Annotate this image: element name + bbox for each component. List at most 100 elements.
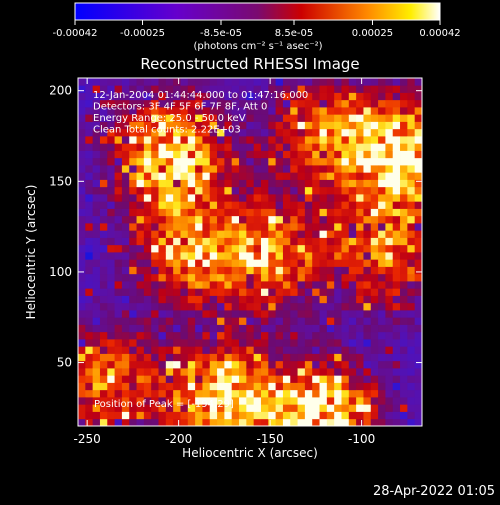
heatmap-cell xyxy=(290,273,298,282)
heatmap-cell xyxy=(290,404,298,412)
heatmap-cell xyxy=(224,107,233,115)
heatmap-cell xyxy=(407,288,416,296)
heatmap-cell xyxy=(195,397,203,405)
heatmap-cell xyxy=(202,360,211,369)
heatmap-cell xyxy=(334,244,342,253)
heatmap-cell xyxy=(239,157,247,166)
heatmap-cell xyxy=(121,259,130,267)
heatmap-cell xyxy=(392,92,401,101)
heatmap-cell xyxy=(158,353,167,362)
heatmap-cell xyxy=(275,397,284,405)
heatmap-cell xyxy=(107,208,115,217)
heatmap-cell xyxy=(246,382,255,391)
heatmap-cell xyxy=(363,281,372,289)
heatmap-cell xyxy=(209,302,218,311)
heatmap-cell xyxy=(297,78,306,86)
heatmap-cell xyxy=(414,150,422,159)
heatmap-cell xyxy=(173,281,181,289)
heatmap-cell xyxy=(143,346,152,354)
heatmap-cell xyxy=(151,237,159,246)
heatmap-cell xyxy=(407,397,416,405)
heatmap-cell xyxy=(180,237,189,246)
heatmap-cell xyxy=(78,331,86,340)
heatmap-cell xyxy=(341,317,350,325)
heatmap-cell xyxy=(173,215,181,224)
heatmap-cell xyxy=(370,266,379,275)
heatmap-cell xyxy=(275,266,284,275)
heatmap-cell xyxy=(173,382,181,391)
heatmap-cell xyxy=(246,107,255,115)
heatmap-cell xyxy=(165,418,174,426)
heatmap-cell xyxy=(282,317,291,325)
heatmap-cell xyxy=(407,157,416,166)
heatmap-cell xyxy=(341,331,350,340)
heatmap-cell xyxy=(129,230,137,238)
heatmap-cell xyxy=(151,244,159,253)
heatmap-cell xyxy=(260,266,269,275)
heatmap-cell xyxy=(85,194,94,202)
heatmap-cell xyxy=(297,99,306,108)
heatmap-cell xyxy=(356,201,364,209)
heatmap-cell xyxy=(282,397,291,405)
heatmap-cell xyxy=(217,295,225,304)
heatmap-cell xyxy=(312,244,320,253)
heatmap-cell xyxy=(275,259,284,267)
heatmap-cell xyxy=(370,172,379,180)
heatmap-cell xyxy=(202,353,211,362)
heatmap-cell xyxy=(290,143,298,151)
heatmap-cell xyxy=(246,172,255,180)
heatmap-cell xyxy=(114,339,123,347)
heatmap-cell xyxy=(400,157,408,166)
heatmap-cell xyxy=(209,194,218,202)
heatmap-cell xyxy=(114,295,123,304)
heatmap-cell xyxy=(180,107,189,115)
heatmap-cell xyxy=(275,404,284,412)
heatmap-cell xyxy=(99,418,108,426)
heatmap-cell xyxy=(158,165,167,173)
heatmap-cell xyxy=(400,288,408,296)
heatmap-cell xyxy=(370,310,379,318)
heatmap-cell xyxy=(121,78,130,86)
heatmap-cell xyxy=(202,143,211,151)
heatmap-cell xyxy=(385,157,394,166)
heatmap-cell xyxy=(239,288,247,296)
heatmap-cell xyxy=(209,215,218,224)
heatmap-cell xyxy=(385,92,394,101)
heatmap-cell xyxy=(78,302,86,311)
heatmap-cell xyxy=(209,273,218,282)
heatmap-cell xyxy=(370,92,379,101)
heatmap-cell xyxy=(231,85,240,93)
heatmap-cell xyxy=(99,150,108,159)
heatmap-cell xyxy=(143,237,152,246)
heatmap-cell xyxy=(173,208,181,217)
heatmap-cell xyxy=(136,85,145,93)
heatmap-cell xyxy=(312,186,320,195)
heatmap-cell xyxy=(356,150,364,159)
heatmap-cell xyxy=(136,92,145,101)
heatmap-cell xyxy=(334,397,342,405)
heatmap-cell xyxy=(107,302,115,311)
heatmap-cell xyxy=(121,172,130,180)
heatmap-cell xyxy=(195,375,203,383)
heatmap-cell xyxy=(129,295,137,304)
heatmap-cell xyxy=(392,382,401,391)
heatmap-cell xyxy=(348,78,357,86)
heatmap-cell xyxy=(92,143,101,151)
heatmap-cell xyxy=(392,136,401,144)
heatmap-cell xyxy=(319,107,328,115)
heatmap-cell xyxy=(143,397,152,405)
heatmap-cell xyxy=(209,324,218,333)
heatmap-cell xyxy=(239,179,247,188)
heatmap-cell xyxy=(268,324,277,333)
heatmap-cell xyxy=(107,252,115,260)
heatmap-cell xyxy=(99,85,108,93)
heatmap-cell xyxy=(356,266,364,275)
heatmap-cell xyxy=(341,194,350,202)
heatmap-cell xyxy=(180,368,189,376)
heatmap-cell xyxy=(348,331,357,340)
heatmap-cell xyxy=(151,288,159,296)
heatmap-cell xyxy=(275,208,284,217)
heatmap-cell xyxy=(85,252,94,260)
heatmap-cell xyxy=(209,360,218,369)
